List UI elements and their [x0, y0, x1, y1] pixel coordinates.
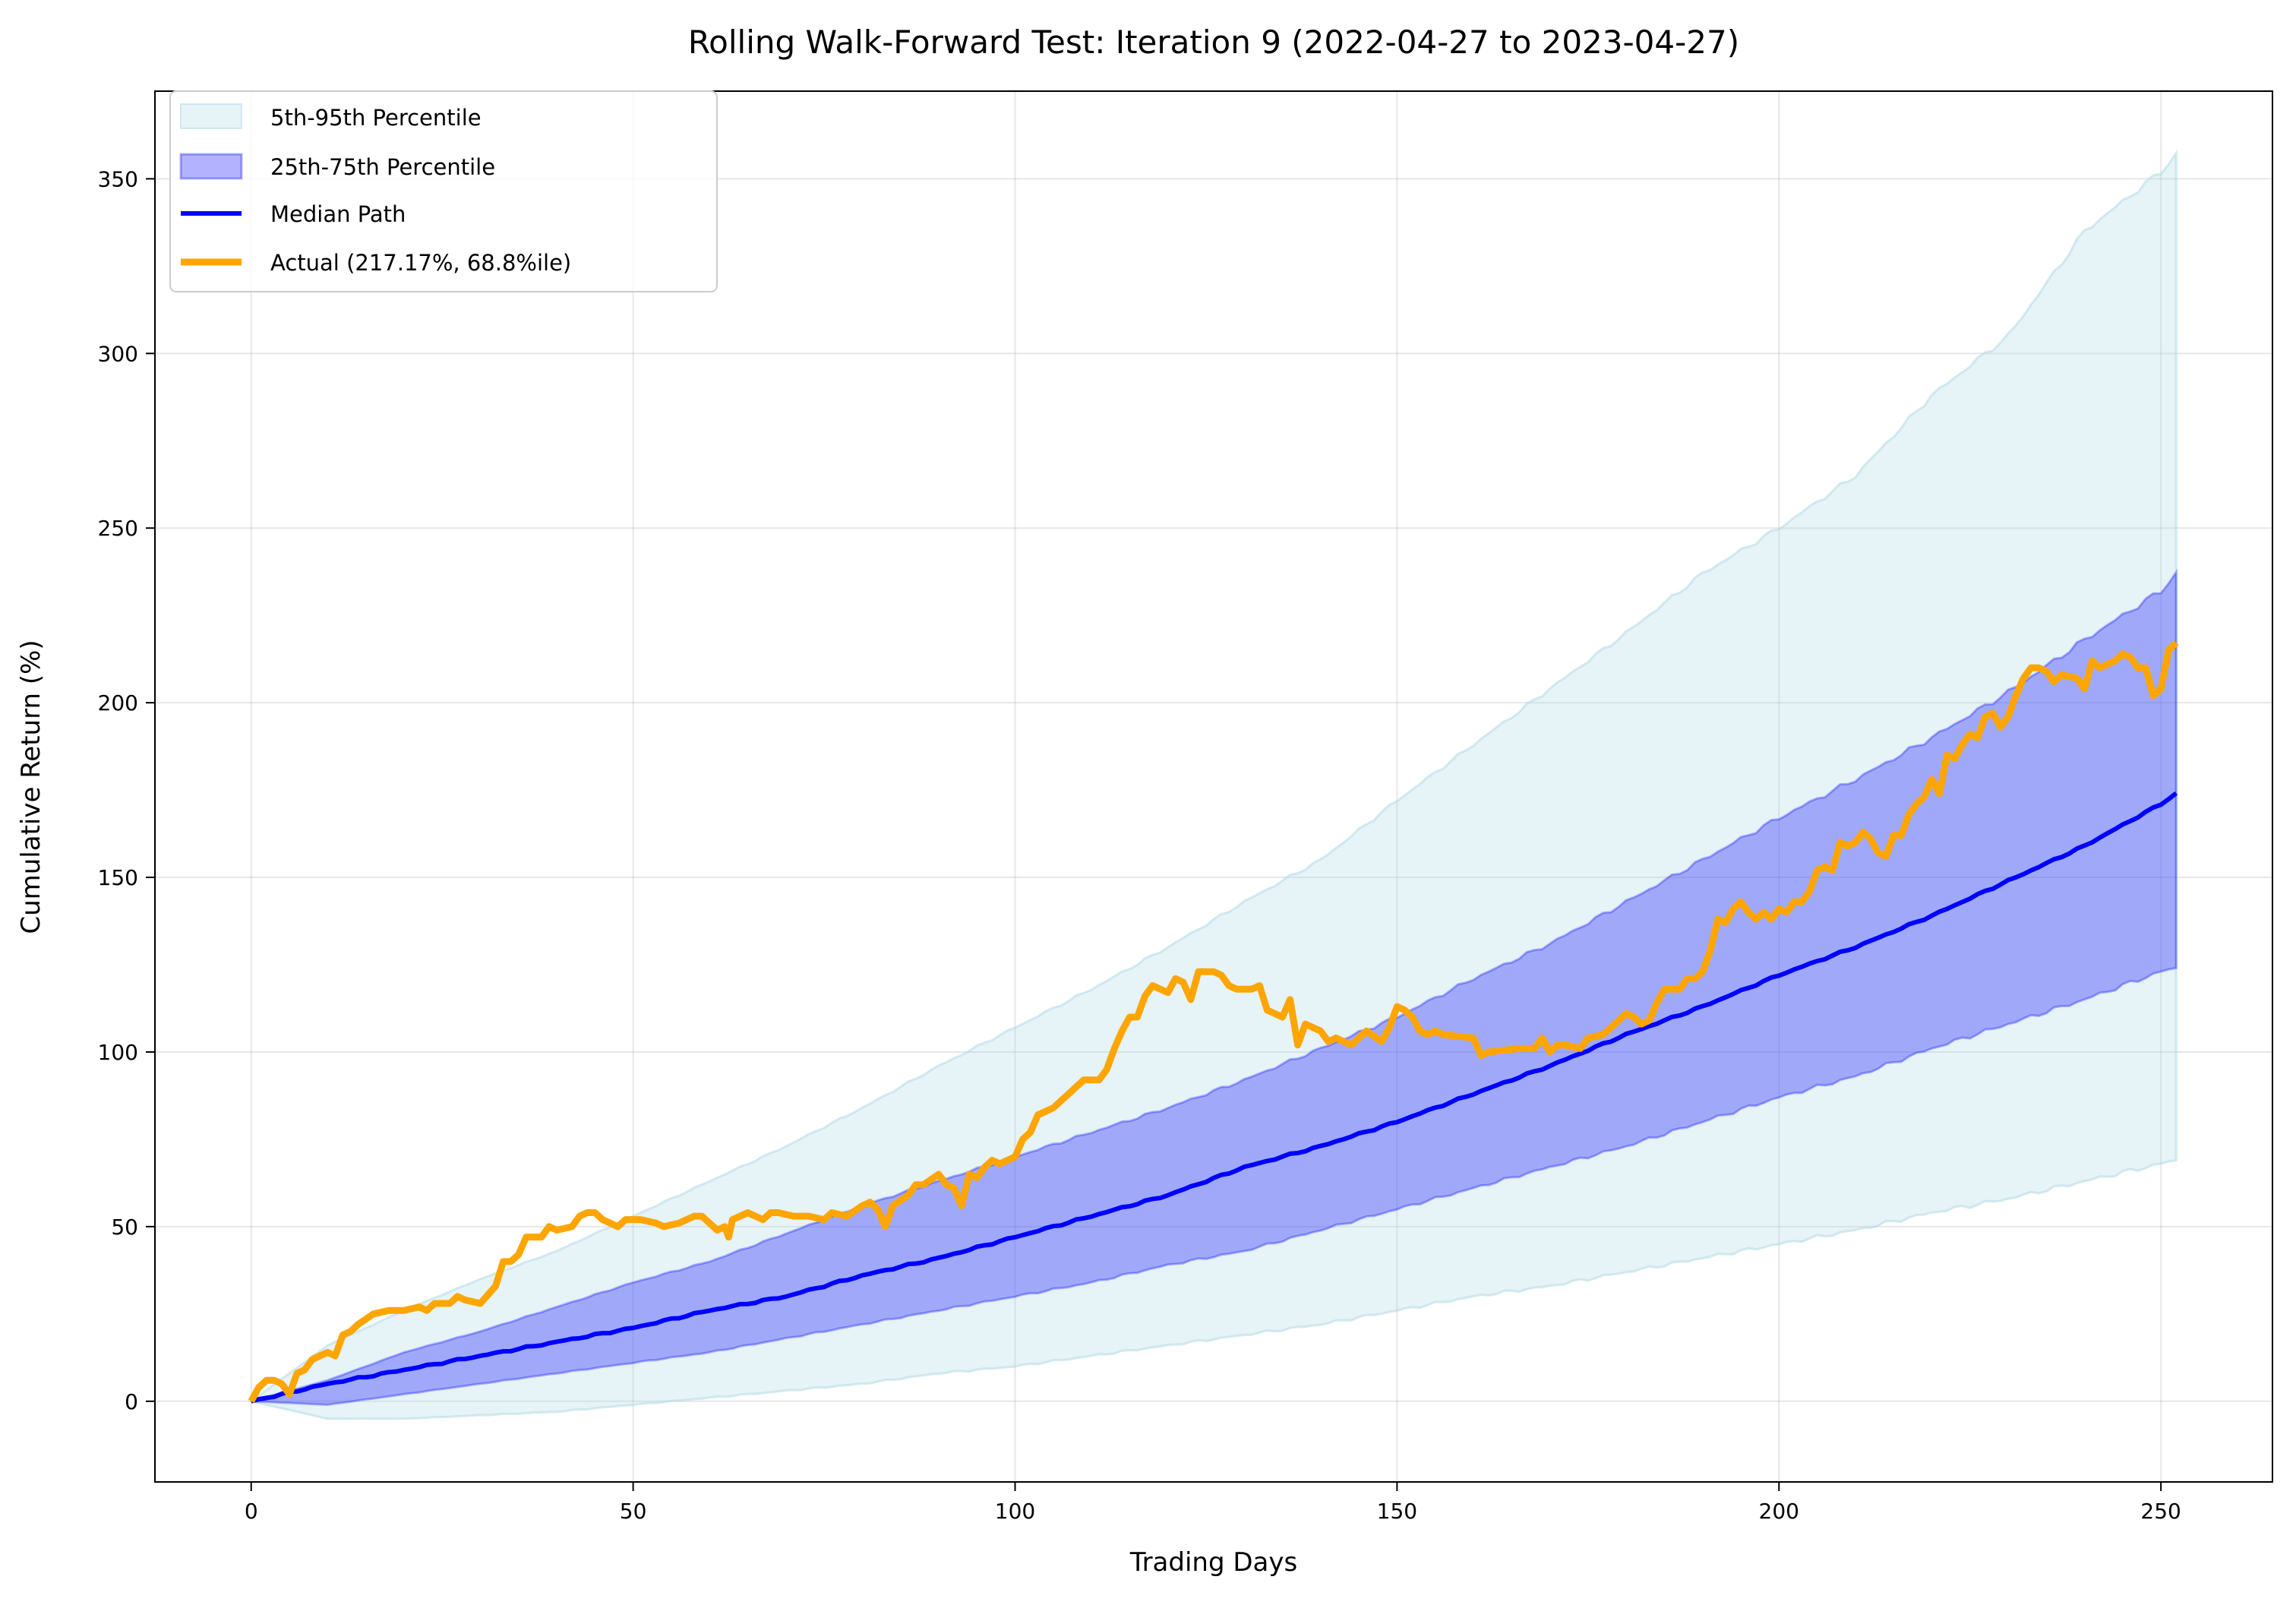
y-axis: 0 50 100 150 200 250 300 350 [98, 166, 155, 1414]
x-tick-label: 200 [1759, 1499, 1799, 1524]
x-axis-label: Trading Days [1129, 1547, 1297, 1578]
y-tick-label: 350 [98, 166, 138, 191]
plot-frame [154, 90, 2273, 1483]
legend-swatch-outer [180, 103, 242, 129]
x-tick-label: 100 [995, 1499, 1035, 1524]
legend-frame [169, 90, 718, 292]
y-tick-label: 250 [98, 516, 138, 541]
x-tick-label: 150 [1377, 1499, 1417, 1524]
median-line [250, 791, 2178, 1404]
chart-title: Rolling Walk-Forward Test: Iteration 9 (… [688, 24, 1739, 61]
y-axis-label: Cumulative Return (%) [16, 640, 46, 934]
lines [248, 640, 2179, 1404]
y-tick-label: 50 [111, 1215, 138, 1240]
x-tick-label: 50 [620, 1499, 647, 1524]
y-tick-label: 0 [125, 1389, 138, 1414]
y-tick-label: 150 [98, 865, 138, 890]
bands [248, 149, 2178, 1420]
grid [155, 91, 2272, 1482]
legend-label-inner: 25th-75th Percentile [270, 154, 495, 180]
y-tick-label: 200 [98, 690, 138, 716]
legend-label-median: Median Path [270, 201, 406, 227]
band-5-95 [248, 149, 2178, 1420]
legend-label-outer: 5th-95th Percentile [270, 105, 482, 131]
y-tick-label: 300 [98, 341, 138, 366]
x-axis: 0 50 100 150 200 250 [245, 1482, 2181, 1524]
y-tick-label: 100 [98, 1040, 138, 1065]
actual-line [248, 640, 2179, 1403]
legend-swatch-inner [179, 153, 243, 180]
band-25-75 [251, 568, 2178, 1406]
x-tick-label: 0 [245, 1499, 258, 1524]
legend-label-actual: Actual (217.17%, 68.8%ile) [270, 250, 571, 276]
x-tick-label: 250 [2140, 1499, 2181, 1524]
legend: 5th-95th Percentile 25th-75th Percentile… [169, 90, 718, 292]
